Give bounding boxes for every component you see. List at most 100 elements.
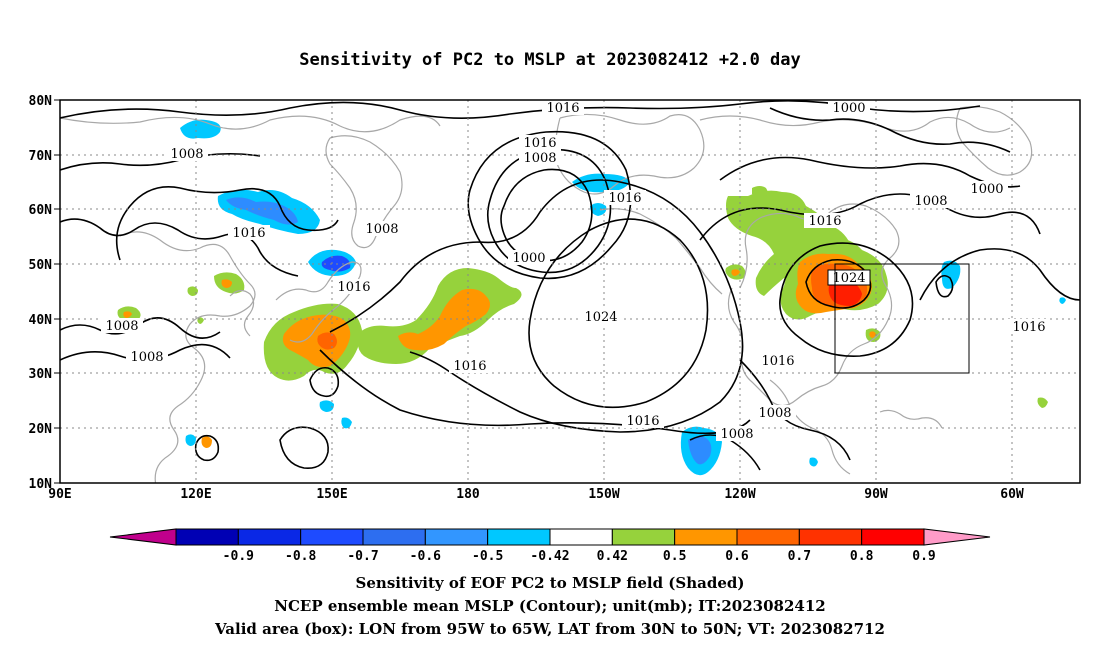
svg-text:1024: 1024 [832,271,865,286]
contour-1016-pacific-south [319,349,751,435]
lon-label-120w: 120W [724,487,755,502]
lat-label-60n: 60N [29,203,53,218]
contour-1000-canada [769,107,1011,153]
svg-text:1008: 1008 [720,427,753,442]
lon-label-60w: 60W [1000,487,1024,502]
svg-text:1016: 1016 [337,280,370,295]
colorbar-tick-label: -0.8 [285,549,316,564]
contour-label: 1016 [519,135,561,151]
shade-pos-japan-red [317,332,337,350]
contour-label: 1008 [716,426,758,442]
latitude-labels: 80N 70N 60N 50N 40N 30N 20N 10N [29,94,53,492]
svg-text:1016: 1016 [232,226,265,241]
colorbar-segment [424,528,489,546]
colorbar-segment [736,528,800,546]
colorbar-segment [300,528,364,546]
colorbar-tick-label: -0.42 [530,549,569,564]
lat-label-40n: 40N [29,313,53,328]
svg-text:1000: 1000 [832,101,865,116]
contour-loop-sw3 [309,366,340,398]
coast-kamchatka [325,135,403,249]
shade-neg-bering-small [590,203,607,216]
colorbar-segment [611,528,676,546]
lon-label-180: 180 [456,487,480,502]
colorbar: -0.9 -0.8 -0.7 -0.6 -0.5 -0.42 0.42 0.5 0.6 0.7 0.… [109,528,991,564]
contour-1016-asia [60,218,299,277]
contour-1016-ring [467,130,632,280]
lon-label-90e: 90E [48,487,71,502]
contour-1016-east [919,248,1080,301]
shade-pos-ne-pacific-or [731,269,740,276]
lon-label-150w: 150W [588,487,619,502]
contour-label: 1000 [828,100,870,116]
coast-korea-japan [229,261,362,343]
contour-1016-canada [699,193,1041,241]
svg-text:1016: 1016 [546,101,579,116]
contour-label: 1016 [1008,319,1050,335]
shade-pos-misc7 [197,317,204,324]
colorbar-segment [861,528,925,546]
svg-text:1016: 1016 [523,136,556,151]
colorbar-segment [798,528,863,546]
colorbar-lower-extension [109,528,177,546]
shade-neg-misc2 [341,417,352,429]
svg-text:1016: 1016 [1012,320,1045,335]
svg-text:1008: 1008 [130,350,163,365]
contour-label: 1008 [910,193,952,209]
shade-pos-misc3 [187,286,198,296]
longitude-labels: 90E 120E 150E 180 150W 120W 90W 60W [48,487,1024,502]
contour-label: 1016 [333,279,375,295]
contour-1000-low [500,168,593,262]
caption-line-3: Valid area (box): LON from 95W to 65W, L… [215,620,885,638]
colorbar-segment [674,528,738,546]
contour-labels: 1016 1000 1016 1008 1008 1000 1016 1016 … [105,100,1050,442]
contour-label: 1008 [166,146,208,162]
colorbar-segment [549,528,613,546]
gridlines [60,100,1080,483]
svg-text:1008: 1008 [170,147,203,162]
valid-area-box [834,263,970,374]
svg-text:1008: 1008 [523,151,556,166]
coast-alaska [554,113,723,295]
map-frame [59,99,1081,484]
lat-label-30n: 30N [29,367,53,382]
coast-greenland [955,106,1033,176]
svg-text:1016: 1016 [761,354,794,369]
svg-text:1000: 1000 [970,182,1003,197]
colorbar-tick-label: 0.8 [850,549,874,564]
contour-label: 1016 [757,353,799,369]
svg-text:1016: 1016 [453,359,486,374]
colorbar-tick-label: 0.42 [597,549,628,564]
colorbar-segment [362,528,426,546]
colorbar-tick-label: 0.6 [725,549,749,564]
shade-pos-japan-orange [282,314,351,368]
svg-text:1016: 1016 [608,191,641,206]
contour-label: 1016 [449,358,491,374]
colorbar-segment [175,528,239,546]
shade-neg-mexico-core [688,436,712,465]
contour-1016-big [329,179,744,433]
contour-1008-canada [719,156,1021,188]
contour-loop-sw2 [279,426,329,469]
lat-label-10n: 10N [29,477,53,492]
shade-pos-misc2-or [123,311,132,318]
colorbar-tick-label: -0.7 [347,549,378,564]
shade-neg-okhotsk-core [226,197,298,225]
contour-label: 1016 [228,225,270,241]
shade-pos-misc6 [1037,397,1048,408]
shade-pos-misc4 [201,436,212,448]
shade-neg-misc1 [319,400,334,412]
shade-neg-newengland [941,260,961,289]
colorbar-tick-label: -0.6 [410,549,441,564]
shade-neg-arctic-west [180,119,221,139]
coast-east-asia [60,115,441,483]
colorbar-segment [487,528,551,546]
contour-1024-gl [805,258,872,309]
contour-1008-west [60,152,339,261]
contour-1016-gl [779,242,914,357]
shade-pos-misc1-or [221,279,232,288]
colorbar-tick-label: -0.9 [223,549,254,564]
contour-label: 1008 [361,221,403,237]
contour-label: 1008 [126,349,168,365]
